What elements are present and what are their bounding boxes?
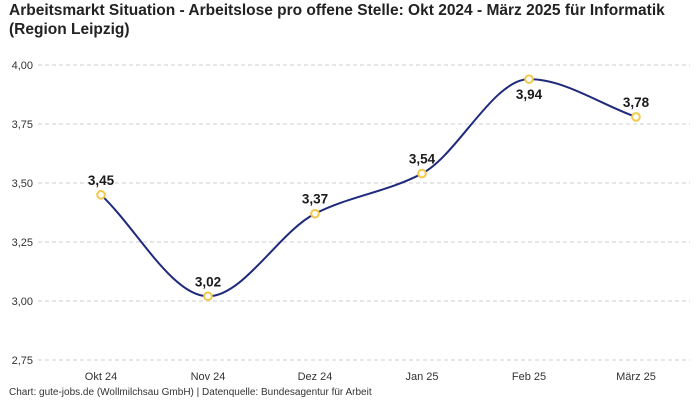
- x-tick-label: Feb 25: [512, 371, 546, 383]
- y-axis: 2,75 3,00 3,25 3,50 3,75 4,00: [12, 60, 33, 367]
- x-tick-label: Okt 24: [85, 371, 117, 383]
- series-layer: [96, 74, 641, 302]
- chart-title: Arbeitsmarkt Situation - Arbeitslose pro…: [9, 2, 665, 38]
- data-label: 3,02: [195, 274, 221, 289]
- y-tick-label: 2,75: [12, 355, 33, 367]
- chart-source-note: Chart: gute-jobs.de (Wollmilchsau GmbH) …: [9, 387, 372, 398]
- data-point: [96, 190, 106, 200]
- x-axis: Okt 24 Nov 24 Dez 24 Jan 25 Feb 25 März 25: [85, 371, 656, 383]
- data-point: [631, 112, 641, 122]
- y-tick-label: 3,00: [12, 296, 33, 308]
- data-label: 3,45: [88, 173, 115, 188]
- grid-layer: [38, 64, 690, 361]
- series-line: [100, 78, 637, 298]
- y-tick-label: 4,00: [12, 60, 33, 72]
- data-point: [524, 74, 534, 84]
- x-tick-label: März 25: [616, 371, 656, 383]
- data-label: 3,54: [409, 152, 436, 167]
- y-tick-label: 3,50: [12, 178, 33, 190]
- data-label-layer: 3,45 3,02 3,37 3,54 3,94 3,78: [88, 87, 650, 289]
- data-point: [417, 168, 427, 179]
- x-tick-label: Jan 25: [405, 371, 438, 383]
- x-tick-label: Nov 24: [191, 371, 226, 383]
- y-tick-label: 3,75: [12, 119, 33, 131]
- data-label: 3,78: [623, 95, 650, 110]
- x-tick-label: Dez 24: [298, 371, 333, 383]
- data-point: [310, 208, 320, 219]
- data-label: 3,37: [302, 192, 328, 207]
- data-point: [203, 291, 213, 302]
- data-label: 3,94: [516, 87, 543, 102]
- y-tick-label: 3,25: [12, 237, 33, 249]
